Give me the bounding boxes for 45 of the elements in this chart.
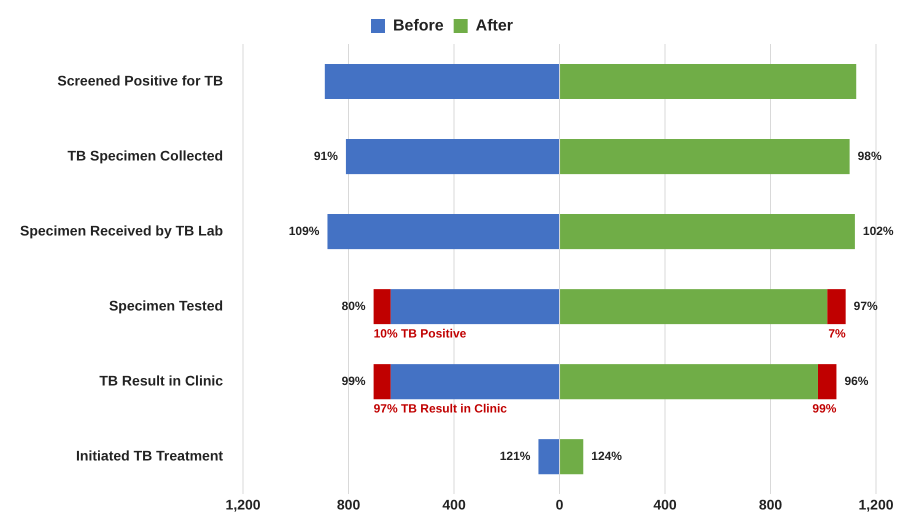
- y-tick-label: TB Result in Clinic: [99, 372, 224, 389]
- x-tick-label: 0: [556, 496, 564, 512]
- bar: [560, 64, 856, 100]
- bar: [390, 289, 560, 324]
- annotation: 10% TB Positive: [374, 326, 467, 340]
- y-tick-label: Initiated TB Treatment: [76, 448, 224, 464]
- x-tick-label: 400: [442, 496, 466, 512]
- annotation: 80%: [342, 298, 366, 313]
- annotation: 124%: [591, 448, 622, 463]
- bar: [324, 64, 560, 100]
- x-tick-label: 800: [336, 496, 360, 512]
- legend-label: Before: [392, 17, 444, 34]
- bar: [560, 439, 584, 474]
- legend-label: After: [476, 17, 514, 34]
- annotation: 96%: [844, 374, 869, 388]
- bar: [818, 364, 836, 400]
- bar: [560, 214, 855, 250]
- annotation: 97%: [854, 298, 878, 313]
- annotation: 98%: [858, 148, 882, 163]
- y-tick-label: Specimen Received by TB Lab: [20, 222, 224, 238]
- bar: [827, 289, 846, 324]
- bar: [346, 139, 560, 174]
- bar: [560, 364, 818, 400]
- y-tick-label: TB Specimen Collected: [67, 147, 224, 164]
- annotation: 102%: [862, 224, 894, 238]
- bar: [560, 289, 828, 324]
- annotation: 91%: [314, 148, 338, 163]
- bar: [374, 289, 391, 324]
- x-tick-label: 800: [758, 496, 782, 512]
- y-tick-label: Specimen Tested: [108, 297, 224, 314]
- bar: [538, 439, 560, 474]
- x-tick-label: 1,200: [858, 496, 894, 512]
- bar: [327, 214, 560, 250]
- x-tick-label: 400: [653, 496, 677, 512]
- y-tick-label: Screened Positive for TB: [57, 72, 224, 88]
- bar: [560, 139, 850, 174]
- x-tick-label: 1,200: [226, 496, 261, 512]
- bar: [390, 364, 560, 400]
- annotation: 109%: [288, 224, 320, 238]
- annotation: 99%: [812, 402, 837, 416]
- annotation: 121%: [500, 448, 531, 463]
- annotation: 97% TB Result in Clinic: [374, 402, 508, 416]
- annotation: 99%: [342, 374, 366, 388]
- annotation: 7%: [828, 326, 846, 340]
- bar: [374, 364, 391, 400]
